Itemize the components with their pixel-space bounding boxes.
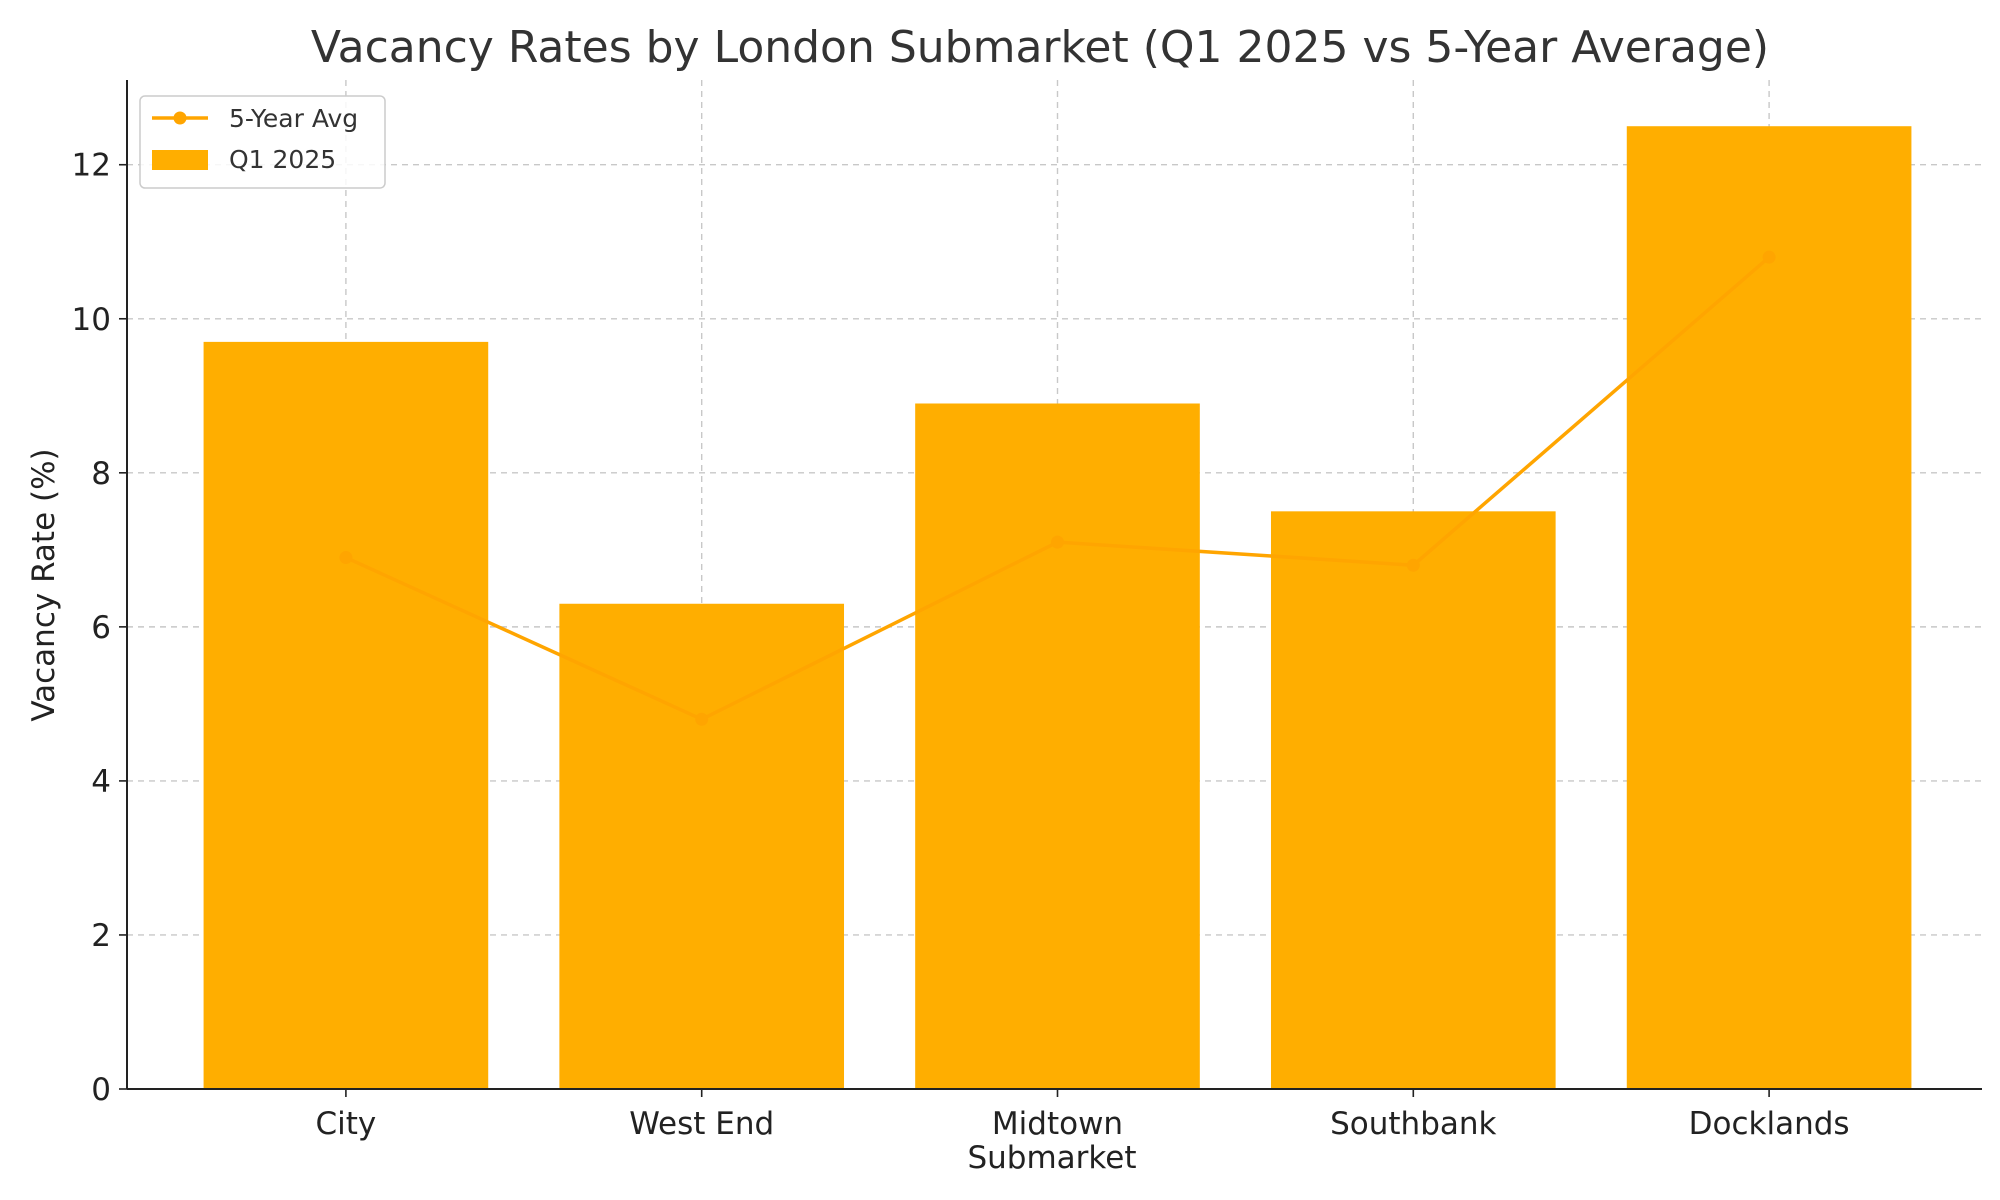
- x-tick-label: Midtown: [992, 1106, 1123, 1142]
- legend-label-q1-2025: Q1 2025: [229, 145, 336, 174]
- bar-southbank: [1270, 511, 1556, 1089]
- line-point: [1051, 535, 1064, 549]
- x-tick-label: City: [316, 1106, 377, 1142]
- y-tick-label: 2: [91, 918, 111, 954]
- legend-bar-swatch: [152, 150, 208, 170]
- chart-title: Vacancy Rates by London Submarket (Q1 20…: [311, 22, 1769, 73]
- legend-marker-icon: [173, 111, 187, 125]
- legend: 5-Year Avg Q1 2025: [139, 95, 386, 189]
- line-point: [695, 712, 709, 726]
- bar-series-q1-2025: [203, 126, 1912, 1089]
- legend-label-5-year-avg: 5-Year Avg: [229, 104, 358, 133]
- tick-labels: 0 2 4 6 8 10 12 City West End Midtown Southbank Doc…: [72, 148, 1850, 1142]
- x-tick-label: West End: [629, 1106, 774, 1142]
- y-tick-label: 0: [91, 1072, 111, 1108]
- x-tick-label: Southbank: [1330, 1106, 1496, 1142]
- bar-midtown: [915, 403, 1200, 1089]
- y-tick-label: 6: [91, 610, 111, 646]
- y-tick-label: 8: [91, 456, 111, 492]
- line-point: [1406, 558, 1420, 572]
- y-tick-label: 10: [72, 302, 111, 338]
- bar-west-end: [559, 603, 845, 1089]
- y-axis-label: Vacancy Rate (%): [26, 448, 62, 721]
- bar-city: [203, 341, 489, 1089]
- y-tick-label: 4: [91, 764, 111, 800]
- line-point: [339, 551, 353, 565]
- x-tick-label: Docklands: [1689, 1106, 1850, 1142]
- axes: [119, 80, 1982, 1097]
- x-axis-label: Submarket: [967, 1140, 1136, 1176]
- bar-docklands: [1626, 126, 1912, 1089]
- y-tick-label: 12: [72, 148, 111, 184]
- line-series-5-year-avg: [339, 250, 1776, 726]
- line-point: [1762, 250, 1776, 264]
